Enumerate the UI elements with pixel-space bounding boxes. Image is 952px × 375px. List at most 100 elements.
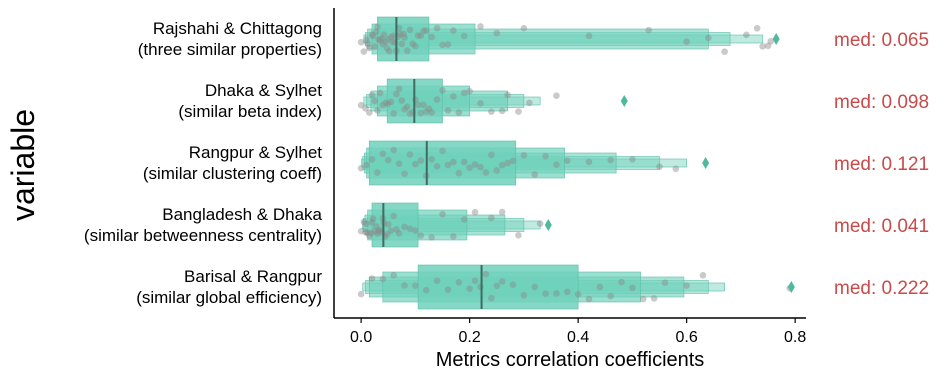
data-point — [395, 160, 403, 167]
x-tick-label: 0.2 — [459, 329, 481, 346]
data-point — [375, 36, 382, 43]
data-point — [460, 89, 468, 97]
data-point — [378, 35, 386, 42]
data-point — [439, 210, 446, 218]
data-point — [536, 220, 544, 227]
data-point — [721, 48, 728, 55]
data-point — [433, 96, 441, 103]
data-point — [362, 228, 369, 236]
data-point — [531, 283, 539, 291]
data-point — [444, 286, 452, 294]
data-point — [428, 33, 435, 41]
category-label-line1: Bangladesh & Dhaka — [162, 205, 322, 224]
data-point — [488, 108, 495, 115]
data-point — [389, 38, 396, 46]
data-point — [466, 164, 473, 172]
data-point — [401, 34, 408, 41]
data-point — [395, 85, 403, 93]
median-annotation: med: 0.121 — [834, 154, 929, 175]
data-point — [368, 31, 376, 38]
data-point — [520, 291, 528, 299]
data-point — [488, 151, 495, 159]
data-point — [466, 285, 473, 293]
data-point — [542, 152, 549, 160]
data-point — [498, 208, 506, 216]
data-point — [460, 216, 468, 223]
data-point — [574, 290, 582, 298]
data-point — [365, 109, 373, 116]
data-point — [420, 27, 427, 35]
data-point — [433, 24, 441, 32]
data-point — [398, 40, 406, 48]
data-point — [384, 221, 392, 228]
category-label-line1: Barisal & Rangpur — [184, 267, 322, 286]
data-point — [509, 157, 517, 165]
data-point — [406, 225, 414, 233]
data-point — [482, 270, 490, 278]
data-point — [357, 38, 365, 46]
data-point — [384, 36, 392, 43]
data-point — [398, 97, 406, 104]
data-point — [368, 218, 376, 226]
data-point — [386, 47, 393, 55]
data-point — [368, 156, 376, 163]
data-point — [383, 45, 391, 52]
data-point — [477, 23, 484, 30]
data-point — [375, 227, 382, 235]
data-point — [373, 28, 380, 36]
data-point — [520, 24, 528, 32]
data-point — [368, 275, 376, 282]
data-point — [477, 163, 484, 171]
data-point — [395, 24, 403, 32]
data-point — [759, 43, 766, 50]
data-point — [471, 208, 479, 216]
data-point — [493, 167, 501, 174]
data-point — [531, 171, 539, 178]
data-point — [455, 169, 463, 177]
data-point — [382, 38, 389, 46]
medians-layer — [382, 17, 483, 309]
data-point — [387, 98, 395, 106]
data-point — [384, 156, 392, 164]
data-point — [417, 32, 425, 40]
data-point — [420, 101, 427, 109]
data-point — [764, 42, 772, 50]
data-point — [367, 229, 375, 237]
data-point — [553, 161, 560, 169]
data-point — [705, 34, 712, 42]
data-point — [417, 157, 425, 164]
data-point — [699, 271, 707, 279]
data-point — [357, 164, 365, 172]
data-point — [374, 230, 381, 237]
boxen-level-0 — [368, 140, 517, 186]
data-point — [585, 32, 593, 40]
data-point — [493, 282, 501, 290]
data-point — [396, 30, 404, 38]
data-point — [412, 282, 419, 289]
data-point — [371, 97, 378, 105]
data-point — [493, 29, 501, 37]
data-point — [607, 292, 614, 300]
data-point — [683, 38, 690, 46]
data-point — [428, 234, 435, 241]
data-point — [498, 278, 506, 285]
data-point — [629, 284, 636, 292]
data-point — [387, 33, 395, 41]
data-point — [401, 170, 408, 178]
axes-layer — [333, 8, 806, 319]
data-point — [374, 169, 381, 176]
data-point — [393, 226, 400, 233]
data-point — [450, 233, 457, 240]
data-point — [379, 150, 387, 158]
data-point — [422, 27, 430, 34]
data-point — [639, 295, 647, 303]
data-point — [412, 160, 419, 168]
data-point — [498, 107, 506, 115]
data-point — [515, 108, 522, 115]
data-point — [477, 283, 484, 291]
data-point — [425, 105, 433, 113]
data-point — [629, 156, 636, 163]
data-point — [390, 146, 397, 154]
data-point — [563, 157, 571, 164]
data-point — [363, 161, 370, 169]
